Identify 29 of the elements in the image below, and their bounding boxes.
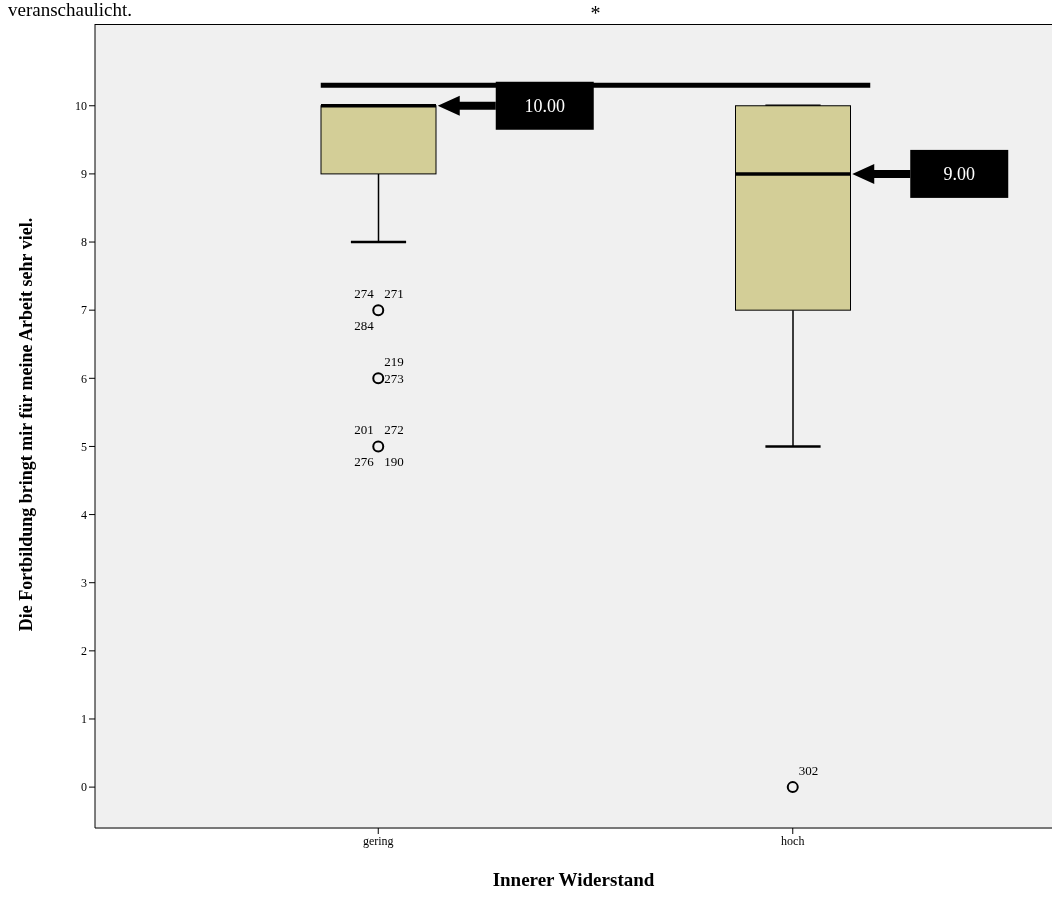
annotation: 219 [384,354,404,370]
annotation: 271 [384,286,404,302]
x-tick-label: hoch [781,833,805,848]
ref-line-label: * [590,2,601,25]
text: veranschaulicht. [8,0,132,21]
annotation: 273 [384,371,404,387]
annotation: 274 [354,286,375,302]
annotation: 201 [354,422,374,438]
y-tick-label: 8 [81,235,87,250]
y-tick-label: 0 [81,780,87,795]
annotation: 284 [354,318,375,334]
x-axis-title: Innerer Widerstand [491,869,656,891]
x-tick-label: gering [362,833,394,848]
y-tick-label: 3 [81,575,87,590]
annotation: 10.00 [524,95,565,116]
annotation: 9.00 [943,163,975,184]
annotation: 276 [354,454,375,470]
y-tick-label: 9 [81,167,87,182]
annotation: 190 [384,454,404,470]
annotation: 272 [384,422,404,438]
y-axis-title: Die Fortbildung bringt mir für meine Arbeit sehr viel. [15,217,36,632]
y-tick-label: 2 [81,644,87,659]
y-tick-label: 5 [81,439,87,454]
y-tick-label: 10 [75,99,87,114]
annotation: 302 [798,763,819,779]
y-tick-label: 6 [81,371,87,386]
y-tick-label: 1 [81,712,87,727]
y-tick-label: 7 [81,303,87,318]
y-tick-label: 4 [81,507,87,522]
